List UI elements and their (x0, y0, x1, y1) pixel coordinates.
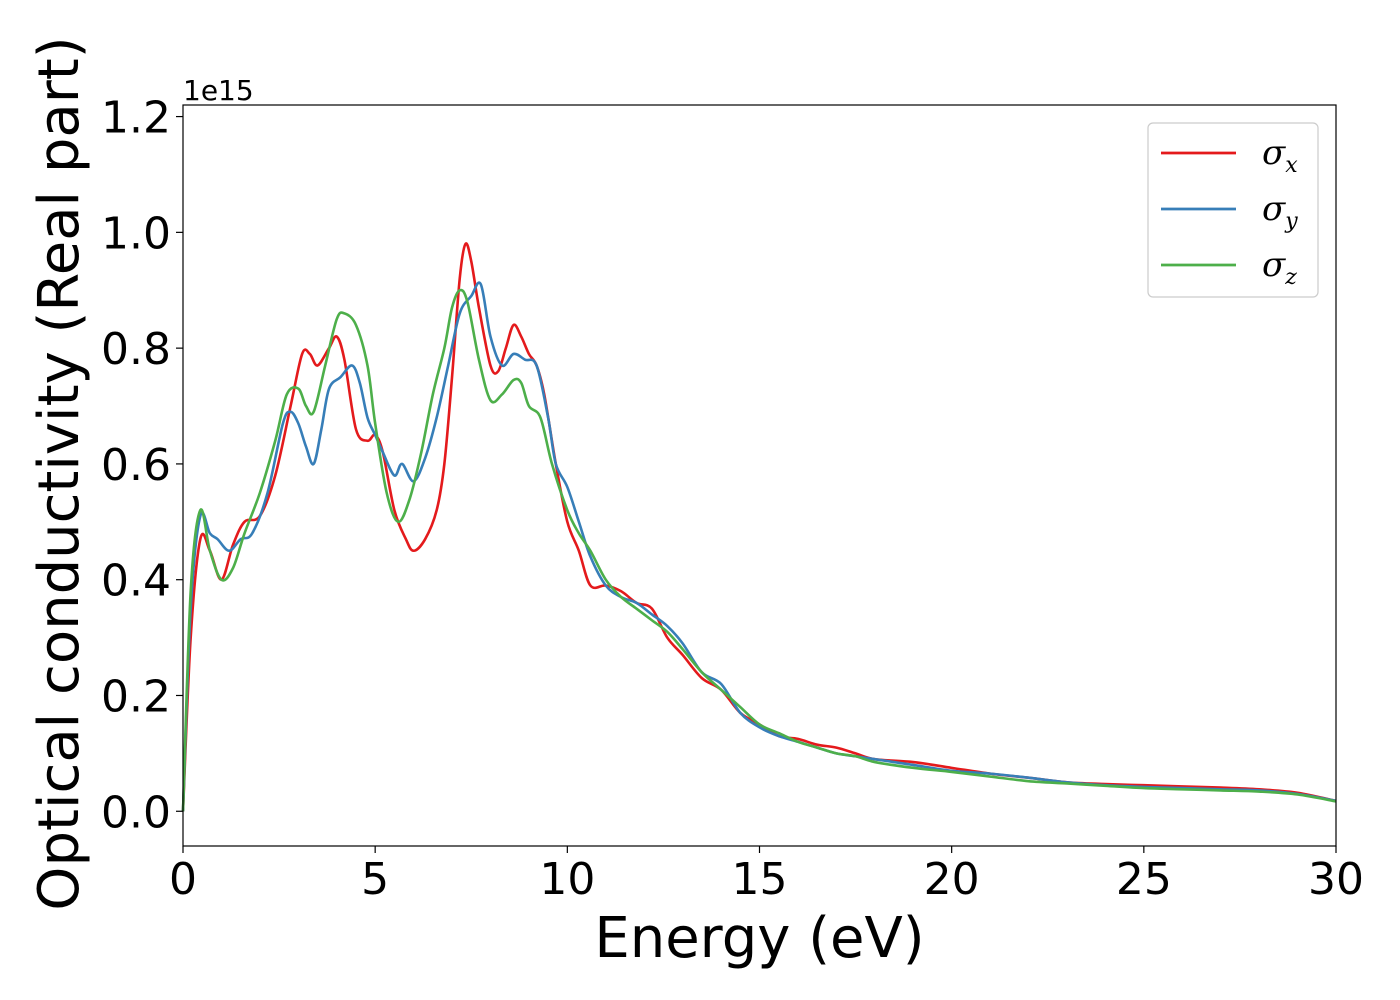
axis-ticks-group: 0 5 10 15 20 25 30 0.0 0.2 0.4 0.6 0.8 1.0 1.2 (101, 93, 1364, 905)
legend: σx σy σz (1147, 122, 1319, 298)
x-tick-label: 25 (1116, 854, 1172, 905)
series-line-y (181, 281, 1337, 812)
legend-label-z: σz (1262, 245, 1297, 290)
y-tick-label: 0.8 (101, 324, 171, 375)
y-tick-label: 0.4 (101, 556, 171, 607)
x-tick-label: 0 (169, 854, 197, 905)
legend-label-x: σx (1262, 133, 1298, 178)
x-tick-label: 5 (361, 854, 389, 905)
y-tick-label: 1.2 (101, 93, 171, 144)
y-axis-title: Optical conductivity (Real part) (27, 36, 92, 910)
x-tick-label: 30 (1308, 854, 1364, 905)
plot-series-group (181, 242, 1337, 812)
x-tick-label: 15 (732, 854, 788, 905)
y-axis-offset-label: 1e15 (183, 74, 254, 107)
x-axis-title: Energy (eV) (594, 906, 924, 971)
y-tick-label: 0.0 (101, 787, 171, 838)
x-tick-label: 20 (924, 854, 980, 905)
y-tick-label: 0.6 (101, 440, 171, 491)
legend-label-y: σy (1262, 189, 1298, 234)
x-tick-label: 10 (539, 854, 595, 905)
y-tick-label: 0.2 (101, 671, 171, 722)
y-tick-label: 1.0 (101, 208, 171, 259)
series-line-z (181, 288, 1337, 812)
